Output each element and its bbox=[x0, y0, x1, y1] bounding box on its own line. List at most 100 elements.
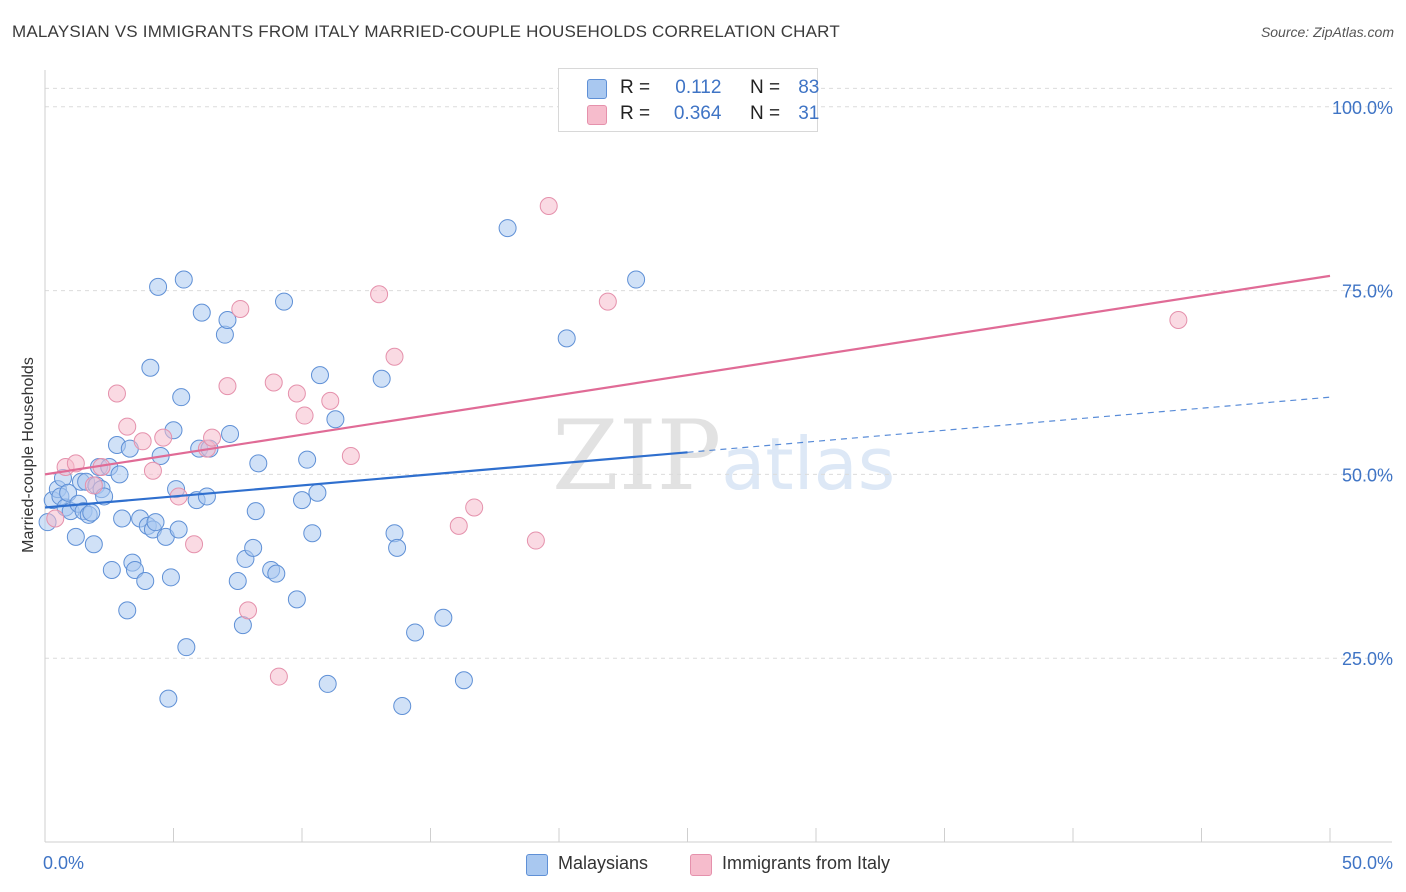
r-label: R = bbox=[620, 103, 651, 124]
malaysian-point bbox=[221, 424, 240, 443]
stats-legend: R = 0.112 N = 83 R = 0.364 N = 31 bbox=[558, 68, 819, 132]
chart-source: Source: ZipAtlas.com bbox=[1260, 24, 1394, 40]
malaysian-point bbox=[246, 502, 265, 521]
malaysians-legend-swatch bbox=[526, 854, 548, 876]
malaysian-point bbox=[326, 410, 345, 429]
malaysian-point bbox=[388, 538, 407, 557]
x-tick-label-min: 0.0% bbox=[43, 853, 84, 873]
malaysian-point bbox=[102, 560, 121, 579]
italy-point bbox=[370, 285, 389, 304]
italy-point bbox=[295, 406, 314, 425]
y-tick-label: 50.0% bbox=[1342, 465, 1393, 485]
italy-point bbox=[239, 601, 258, 620]
malaysian-point bbox=[197, 487, 216, 506]
malaysian-point bbox=[228, 571, 247, 590]
italy-point bbox=[154, 428, 173, 447]
watermark-atlas: atlas bbox=[721, 422, 896, 506]
malaysian-point bbox=[434, 608, 453, 627]
y-tick-label: 75.0% bbox=[1342, 282, 1393, 302]
malaysian-point bbox=[215, 325, 234, 344]
italy-point bbox=[218, 377, 237, 396]
r-label: R = bbox=[620, 77, 651, 98]
malaysian-point bbox=[218, 310, 237, 329]
italy-point bbox=[185, 535, 204, 554]
italy-point bbox=[203, 428, 222, 447]
italy-point bbox=[231, 299, 250, 318]
malaysian-point bbox=[454, 671, 473, 690]
malaysian-point bbox=[267, 564, 286, 583]
malaysian-point bbox=[393, 696, 412, 715]
italy-point bbox=[133, 432, 152, 451]
n-value: 31 bbox=[798, 103, 820, 124]
malaysian-point bbox=[308, 483, 327, 502]
malaysian-point bbox=[498, 219, 517, 238]
malaysian-point bbox=[95, 487, 114, 506]
italy-point bbox=[66, 454, 85, 473]
malaysian-point bbox=[66, 527, 85, 546]
malaysian-point bbox=[172, 388, 191, 407]
malaysian-point bbox=[113, 509, 132, 528]
italy-point bbox=[143, 461, 162, 480]
n-label: N = bbox=[749, 77, 781, 98]
malaysian-point bbox=[82, 503, 101, 522]
malaysian-point bbox=[293, 491, 311, 510]
malaysian-point bbox=[303, 524, 322, 543]
malaysian-point bbox=[118, 601, 137, 620]
malaysian-point bbox=[136, 571, 155, 590]
watermark: ZIPatlas bbox=[552, 400, 895, 512]
malaysian-point bbox=[249, 454, 268, 473]
italy-swatch bbox=[587, 105, 607, 125]
malaysian-point bbox=[110, 465, 129, 484]
italy-point bbox=[46, 509, 65, 528]
italy-legend-swatch bbox=[690, 854, 712, 876]
malaysian-trend-line bbox=[44, 451, 688, 509]
malaysian-trend-extension bbox=[687, 396, 1331, 453]
italy-trend-line bbox=[44, 274, 1331, 476]
y-tick-label: 25.0% bbox=[1342, 649, 1393, 669]
trend-lines bbox=[44, 274, 1331, 509]
italy-point bbox=[264, 373, 283, 392]
malaysian-point bbox=[406, 623, 425, 642]
n-label: N = bbox=[749, 103, 781, 124]
stats-text-italy: R = 0.364 N = 31 bbox=[620, 103, 819, 125]
italy-point bbox=[287, 384, 306, 403]
malaysian-point bbox=[318, 674, 337, 693]
tick-labels: 25.0% 50.0% 75.0% 100.0% 0.0% 50.0% bbox=[43, 98, 1393, 873]
y-tick-label: 100.0% bbox=[1332, 98, 1393, 118]
malaysian-point bbox=[174, 270, 193, 289]
malaysian-point bbox=[298, 450, 317, 469]
malaysian-point bbox=[125, 560, 144, 579]
malaysian-point bbox=[557, 329, 576, 348]
italy-point bbox=[465, 498, 484, 517]
malaysian-point bbox=[161, 568, 180, 587]
axes bbox=[44, 70, 1392, 843]
malaysian-point bbox=[372, 369, 391, 388]
series-legend: Malaysians Immigrants from Italy bbox=[0, 852, 1406, 878]
malaysians-swatch bbox=[587, 79, 607, 99]
malaysian-point bbox=[310, 366, 329, 385]
malaysian-point bbox=[192, 303, 211, 322]
italy-point bbox=[118, 417, 137, 436]
italy-point bbox=[269, 667, 288, 686]
malaysian-point bbox=[627, 270, 646, 289]
italy-point bbox=[598, 292, 617, 311]
italy-point bbox=[84, 476, 103, 495]
malaysian-point bbox=[84, 535, 103, 554]
chart-title: MALAYSIAN VS IMMIGRANTS FROM ITALY MARRI… bbox=[12, 22, 840, 41]
italy-point bbox=[385, 347, 404, 366]
data-points bbox=[38, 197, 1188, 715]
grid-lines bbox=[45, 87, 1392, 659]
r-value: 0.364 bbox=[673, 103, 722, 124]
malaysian-point bbox=[244, 538, 263, 557]
malaysian-point bbox=[385, 524, 404, 543]
legend-label-malaysians: Malaysians bbox=[558, 853, 649, 873]
malaysian-point bbox=[159, 689, 178, 708]
italy-point bbox=[107, 384, 126, 403]
x-tick-label-max: 50.0% bbox=[1342, 853, 1393, 873]
stats-text-malaysians: R = 0.112 N = 83 bbox=[620, 77, 819, 99]
italy-point bbox=[526, 531, 545, 550]
malaysian-point bbox=[146, 513, 165, 532]
malaysian-point bbox=[59, 483, 78, 502]
malaysian-point bbox=[275, 292, 294, 311]
malaysian-point bbox=[169, 520, 188, 539]
